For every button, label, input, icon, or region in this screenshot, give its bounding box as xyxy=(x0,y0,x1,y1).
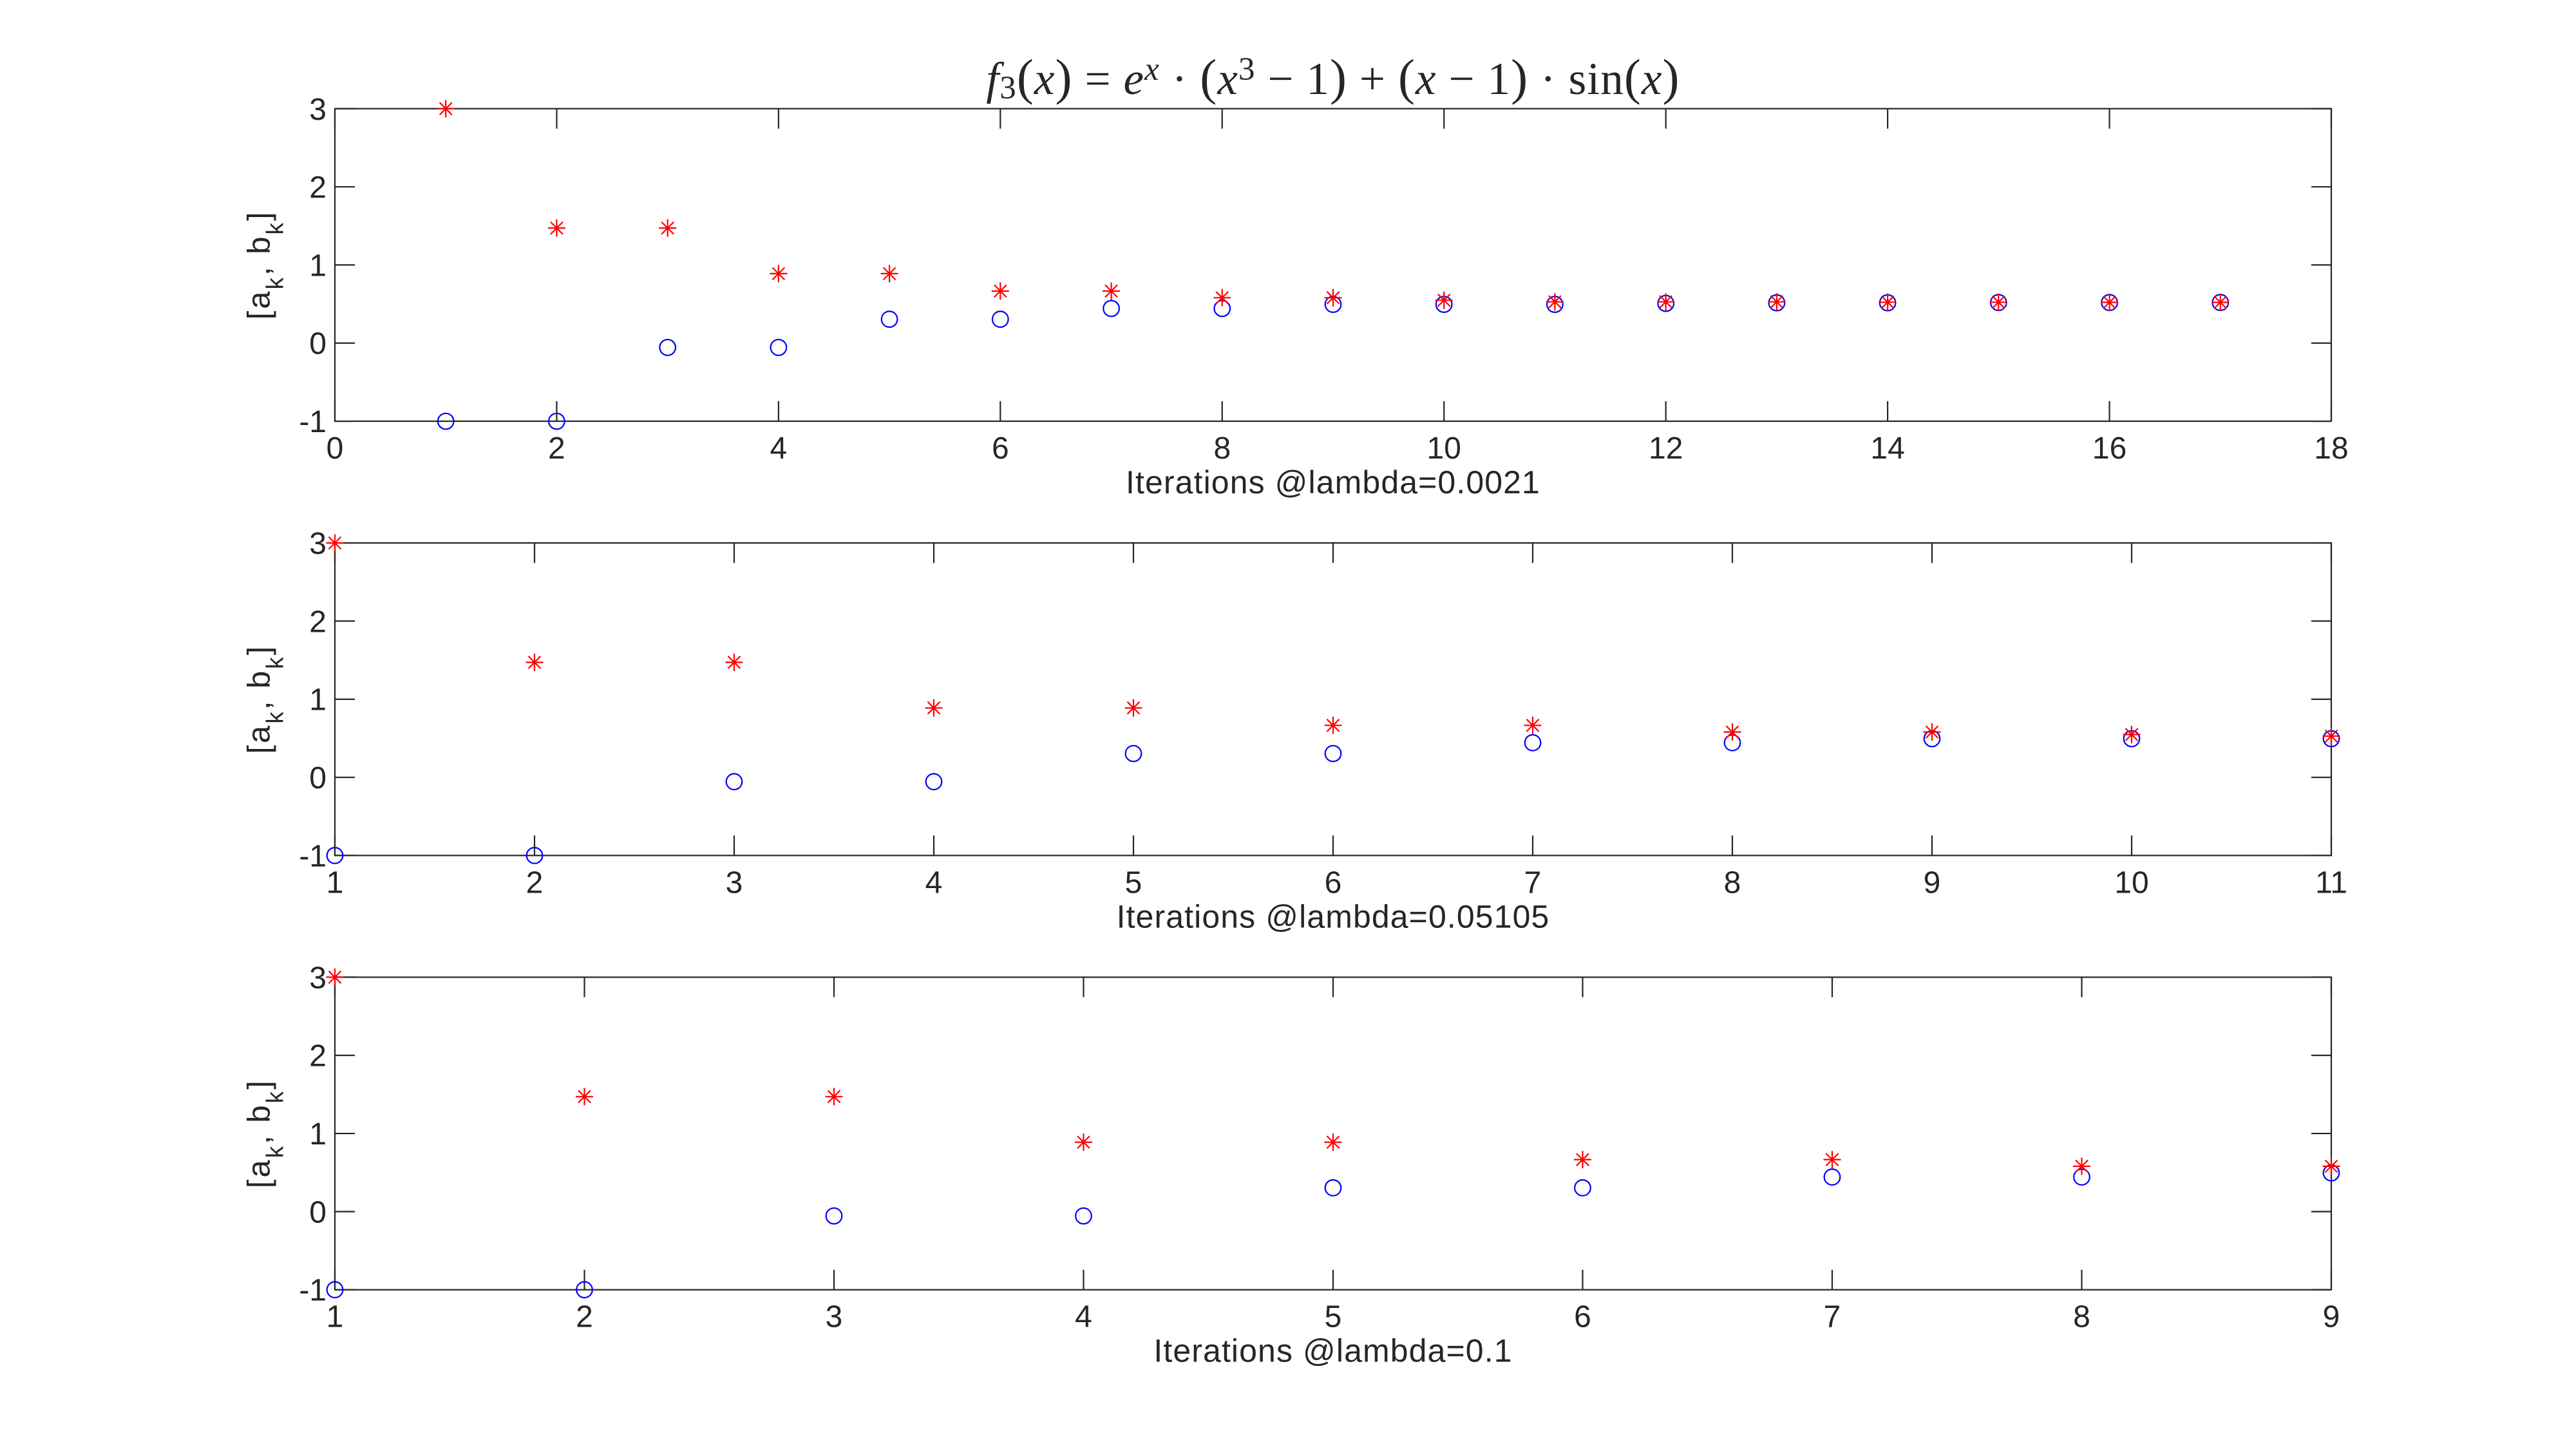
svg-text:3: 3 xyxy=(726,866,743,900)
svg-text:2: 2 xyxy=(526,866,544,900)
svg-text:3: 3 xyxy=(826,1300,843,1334)
svg-text:18: 18 xyxy=(2314,431,2348,466)
svg-text:5: 5 xyxy=(1125,866,1142,900)
svg-text:Iterations @lambda=0.0021: Iterations @lambda=0.0021 xyxy=(1126,464,1540,500)
svg-text:10: 10 xyxy=(1427,431,1461,466)
svg-text:7: 7 xyxy=(1824,1300,1841,1334)
svg-text:3: 3 xyxy=(309,961,327,995)
svg-text:16: 16 xyxy=(2092,431,2126,466)
svg-text:1: 1 xyxy=(327,1300,344,1334)
svg-text:4: 4 xyxy=(1075,1300,1092,1334)
svg-text:2: 2 xyxy=(309,171,327,205)
svg-text:-1: -1 xyxy=(299,405,327,439)
svg-text:8: 8 xyxy=(2073,1300,2090,1334)
svg-text:9: 9 xyxy=(2323,1300,2340,1334)
svg-text:11: 11 xyxy=(2315,866,2347,900)
svg-text:0: 0 xyxy=(309,761,327,795)
svg-text:1: 1 xyxy=(309,249,327,283)
svg-text:6: 6 xyxy=(1325,866,1342,900)
svg-text:1: 1 xyxy=(327,866,344,900)
svg-text:Iterations @lambda=0.1: Iterations @lambda=0.1 xyxy=(1153,1333,1512,1369)
svg-text:14: 14 xyxy=(1870,431,1904,466)
svg-text:f3(x) = ex · (x3 − 1) + (x − 1: f3(x) = ex · (x3 − 1) + (x − 1) · sin(x) xyxy=(986,49,1680,106)
svg-text:-1: -1 xyxy=(299,839,327,873)
svg-text:8: 8 xyxy=(1213,431,1231,466)
svg-text:4: 4 xyxy=(925,866,943,900)
svg-text:2: 2 xyxy=(576,1300,593,1334)
svg-text:4: 4 xyxy=(770,431,788,466)
svg-text:10: 10 xyxy=(2114,866,2148,900)
svg-text:Iterations @lambda=0.05105: Iterations @lambda=0.05105 xyxy=(1117,898,1550,934)
svg-text:2: 2 xyxy=(309,605,327,639)
svg-text:3: 3 xyxy=(309,93,327,127)
svg-text:1: 1 xyxy=(309,683,327,717)
svg-text:2: 2 xyxy=(309,1039,327,1074)
svg-text:2: 2 xyxy=(548,431,565,466)
svg-text:8: 8 xyxy=(1724,866,1741,900)
svg-text:9: 9 xyxy=(1924,866,1941,900)
svg-text:5: 5 xyxy=(1325,1300,1342,1334)
svg-text:0: 0 xyxy=(327,431,344,466)
svg-text:1: 1 xyxy=(309,1117,327,1151)
svg-text:-1: -1 xyxy=(299,1274,327,1308)
svg-text:12: 12 xyxy=(1649,431,1683,466)
svg-text:0: 0 xyxy=(309,1195,327,1229)
svg-text:6: 6 xyxy=(992,431,1009,466)
svg-text:7: 7 xyxy=(1524,866,1542,900)
svg-text:6: 6 xyxy=(1574,1300,1591,1334)
svg-text:3: 3 xyxy=(309,527,327,561)
svg-text:0: 0 xyxy=(309,327,327,361)
